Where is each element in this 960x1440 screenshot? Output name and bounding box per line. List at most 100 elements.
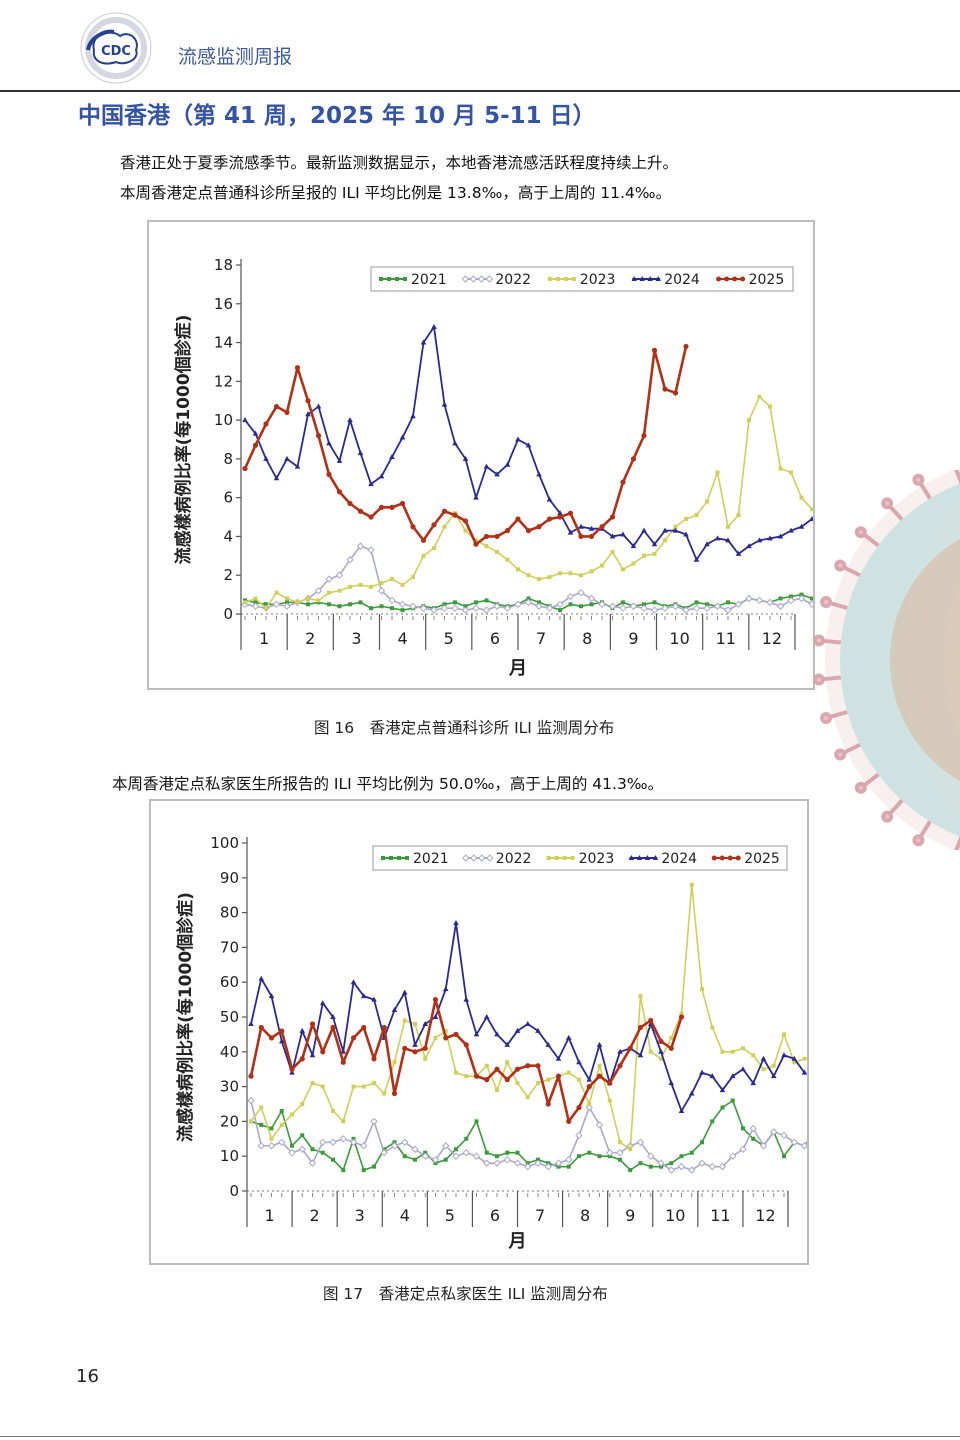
china-cdc-logo-icon: CDC	[80, 12, 152, 84]
series-2025	[248, 997, 685, 1124]
data-point	[619, 604, 627, 612]
data-point	[756, 537, 763, 543]
y-tick-label: 6	[223, 489, 233, 507]
data-point	[263, 421, 269, 427]
data-point	[493, 1159, 501, 1167]
y-tick-label: 90	[220, 869, 239, 887]
x-tick-label: 4	[397, 629, 407, 648]
data-point	[504, 528, 511, 534]
data-point	[309, 1021, 316, 1027]
data-point	[668, 1045, 674, 1051]
data-point	[273, 403, 280, 410]
data-point	[782, 1154, 786, 1159]
data-point	[799, 495, 804, 500]
data-point	[524, 1020, 531, 1026]
data-point	[310, 1081, 315, 1086]
data-point	[419, 604, 428, 612]
data-point	[252, 442, 259, 448]
data-point	[558, 608, 562, 613]
data-point	[268, 1035, 275, 1041]
legend-marker	[461, 275, 470, 283]
data-point	[413, 1021, 417, 1026]
data-point	[495, 549, 499, 554]
data-point	[629, 602, 638, 610]
data-point	[606, 1149, 614, 1157]
page-number: 16	[76, 1366, 99, 1387]
x-tick-label: 12	[762, 629, 782, 648]
legend-marker	[547, 277, 552, 281]
data-point	[305, 411, 311, 417]
data-point	[484, 598, 489, 603]
data-point	[609, 514, 616, 520]
data-point	[730, 1098, 735, 1103]
data-point	[361, 1024, 367, 1031]
data-point	[368, 514, 374, 520]
data-point	[483, 1014, 490, 1019]
data-point	[536, 471, 542, 477]
data-point	[381, 1024, 387, 1031]
data-point	[667, 1166, 675, 1174]
legend-marker	[397, 856, 401, 860]
data-point	[327, 602, 331, 607]
data-point	[557, 514, 563, 520]
data-point	[357, 508, 364, 514]
data-point	[430, 606, 438, 614]
data-point	[494, 533, 500, 540]
data-point	[514, 600, 522, 609]
data-point	[349, 1138, 358, 1146]
legend-label: 2022	[495, 272, 531, 288]
data-point	[566, 1118, 572, 1124]
paragraph-2: 本周香港定点普通科诊所呈报的 ILI 平均比例是 13.8‰，高于上周的 11.…	[120, 184, 672, 202]
y-tick-label: 16	[214, 295, 233, 313]
data-point	[399, 434, 406, 440]
data-point	[300, 1133, 305, 1138]
data-point	[454, 1070, 458, 1075]
series-2024	[242, 324, 815, 562]
data-point	[802, 1056, 807, 1061]
data-point	[628, 1147, 633, 1152]
data-point	[734, 600, 743, 609]
data-point	[259, 1105, 264, 1110]
data-point	[705, 499, 709, 504]
data-point	[768, 404, 772, 409]
data-point	[294, 365, 301, 371]
data-point	[725, 537, 731, 543]
data-point	[372, 1081, 376, 1086]
x-axis-label: 月	[508, 1231, 527, 1252]
data-point	[298, 1145, 306, 1153]
data-point	[454, 1147, 458, 1152]
data-point	[453, 920, 459, 926]
data-point	[638, 994, 643, 999]
data-point	[452, 1152, 460, 1160]
data-point	[504, 1077, 510, 1083]
data-point	[575, 1131, 583, 1140]
data-point	[482, 606, 491, 614]
data-point	[799, 592, 804, 597]
data-point	[621, 567, 625, 572]
data-point	[648, 1049, 653, 1054]
figure-17: 0 10 20 30 40 50 60 70 80 90 100 1 2 3 4 5 6 7 8 9 10 11 12 月流感…	[149, 799, 911, 1265]
legend-marker	[571, 277, 576, 281]
data-point	[443, 1028, 448, 1033]
data-point	[751, 1136, 756, 1141]
data-point	[631, 561, 636, 566]
data-point	[264, 602, 268, 607]
paragraph-1: 香港正处于夏季流感季节。最新监测数据显示，本地香港流感活跃程度持续上升。	[120, 154, 679, 172]
data-point	[361, 1084, 366, 1089]
data-point	[243, 600, 247, 605]
data-point	[688, 1166, 696, 1174]
data-point	[650, 606, 659, 614]
legend-marker	[395, 277, 399, 281]
data-point	[253, 596, 258, 601]
data-point	[289, 1066, 295, 1072]
data-point	[678, 1014, 685, 1020]
data-point	[651, 347, 658, 353]
data-point	[668, 1080, 675, 1086]
data-point	[249, 1119, 253, 1124]
data-point	[382, 1091, 387, 1096]
data-point	[278, 1038, 285, 1044]
data-point	[577, 1154, 581, 1159]
legend-label: 2025	[744, 851, 780, 867]
x-tick-label: 10	[669, 629, 689, 648]
